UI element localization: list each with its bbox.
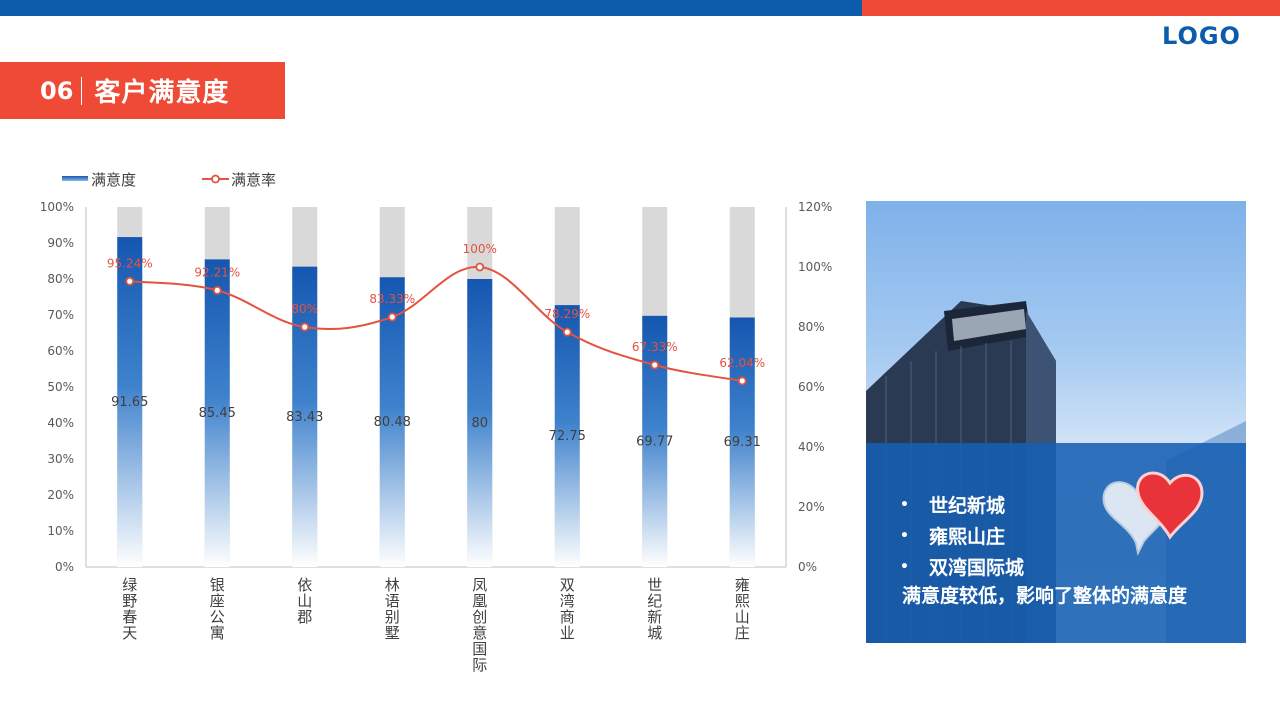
bar — [467, 279, 493, 567]
bar — [117, 237, 143, 567]
bar — [729, 317, 755, 567]
line-point — [387, 312, 397, 322]
bar — [292, 266, 318, 567]
bar-value-label: 69.77 — [636, 434, 673, 449]
bullet-text: 双湾国际城 — [928, 557, 1024, 579]
bar — [554, 305, 580, 567]
bullet-list: • 世纪新城 • 雍熙山庄 • 双湾国际城 — [900, 489, 1024, 582]
bar-value-label: 80 — [471, 416, 488, 431]
line-point — [650, 360, 660, 370]
bullet-text: 雍熙山庄 — [928, 526, 1005, 548]
line-value-label: 100% — [463, 242, 497, 256]
y-right-tick-label: 100% — [798, 260, 832, 274]
line-value-label: 92.21% — [194, 265, 240, 279]
legend-bar-swatch — [62, 176, 88, 181]
line-value-label: 78.29% — [544, 307, 590, 321]
x-tick-label: 雍熙山庄 — [735, 576, 750, 642]
x-tick-label: 世纪新城 — [647, 576, 662, 642]
y-left-tick-label: 60% — [47, 344, 74, 358]
bullet-dot: • — [900, 527, 909, 544]
y-right-tick-label: 80% — [798, 320, 825, 334]
y-left-tick-label: 10% — [47, 524, 74, 538]
x-tick-label: 绿野春天 — [122, 576, 137, 642]
section-number: 06 — [40, 76, 74, 105]
line-value-label: 95.24% — [107, 256, 153, 270]
top-blue-bar — [0, 0, 862, 16]
legend-bar-label: 满意度 — [91, 171, 136, 189]
satisfaction-chart: 满意度 满意率 0% 10% 20% 30% 40% 50% 60% 70% 80% 90% 100%… — [40, 171, 833, 674]
building-photo: • 世纪新城 • 雍熙山庄 • 双湾国际城 满意度较低，影响了整体的满意度 — [866, 201, 1246, 643]
bar-value-label: 69.31 — [724, 435, 761, 450]
x-tick-label: 双湾商业 — [560, 576, 575, 642]
x-tick-label: 凤凰创意国际 — [472, 576, 487, 674]
y-right-tick-label: 60% — [798, 380, 825, 394]
y-left-tick-label: 50% — [47, 380, 74, 394]
x-tick-label: 依山郡 — [297, 576, 312, 626]
y-left-tick-label: 90% — [47, 236, 74, 250]
bar-value-label: 91.65 — [111, 395, 148, 410]
y-right-tick-label: 120% — [798, 200, 832, 214]
y-right-tick-label: 40% — [798, 440, 825, 454]
bullet-item: • 雍熙山庄 — [900, 520, 1024, 551]
bullet-dot: • — [900, 496, 909, 513]
bar — [642, 315, 668, 567]
y-left-tick-label: 100% — [40, 200, 74, 214]
y-right-tick-label: 0% — [798, 560, 817, 574]
bullet-text: 世纪新城 — [928, 495, 1005, 517]
y-right-tick-label: 20% — [798, 500, 825, 514]
x-tick-label: 林语别墅 — [385, 576, 400, 642]
bullet-item: • 双湾国际城 — [900, 551, 1024, 582]
line-value-label: 80% — [291, 302, 318, 316]
hearts-icon — [1102, 471, 1204, 557]
bullet-item: • 世纪新城 — [900, 489, 1024, 520]
section-title-banner: 06 客户满意度 — [0, 62, 285, 119]
x-tick-label: 银座公寓 — [210, 576, 225, 642]
bar — [379, 277, 405, 567]
legend-line-marker — [211, 174, 220, 184]
y-left-tick-label: 0% — [55, 560, 74, 574]
section-divider — [81, 76, 83, 105]
bar-value-label: 72.75 — [549, 429, 586, 444]
line-point — [737, 376, 747, 386]
line-point — [562, 327, 572, 337]
y-left-tick-label: 40% — [47, 416, 74, 430]
legend-line-label: 满意率 — [231, 171, 276, 189]
bar-value-label: 85.45 — [199, 406, 236, 421]
summary-text: 满意度较低，影响了整体的满意度 — [902, 585, 1188, 607]
bullet-dot: • — [900, 558, 909, 575]
y-left-tick-label: 80% — [47, 272, 74, 286]
line-series — [129, 265, 743, 382]
bar-value-label: 83.43 — [286, 410, 323, 425]
line-point — [300, 322, 310, 332]
y-left-tick-label: 30% — [47, 452, 74, 466]
line-value-label: 67.33% — [632, 340, 678, 354]
bar — [204, 259, 230, 567]
line-value-label: 83.33% — [369, 292, 415, 306]
line-point — [125, 276, 135, 286]
line-value-label: 62.04% — [719, 356, 765, 370]
bar-value-label: 80.48 — [374, 415, 411, 430]
top-red-bar — [862, 0, 1280, 16]
y-left-tick-label: 20% — [47, 488, 74, 502]
logo: LOGO — [1162, 22, 1241, 50]
line-point — [212, 285, 222, 295]
line-point — [475, 262, 485, 272]
section-title: 客户满意度 — [94, 78, 230, 108]
y-left-tick-label: 70% — [47, 308, 74, 322]
